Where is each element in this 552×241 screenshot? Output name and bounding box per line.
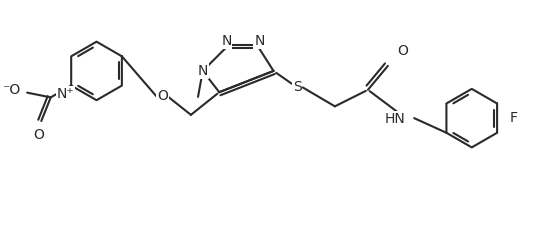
Text: N⁺: N⁺ [56,87,74,100]
Text: ⁻O: ⁻O [2,83,20,97]
Text: O: O [397,44,408,58]
Text: N: N [198,64,208,78]
Text: N: N [221,34,231,48]
Text: F: F [509,111,518,125]
Text: O: O [157,89,168,103]
Text: HN: HN [385,112,406,126]
Text: O: O [34,128,44,142]
Text: N: N [254,34,264,48]
Text: S: S [293,80,301,94]
